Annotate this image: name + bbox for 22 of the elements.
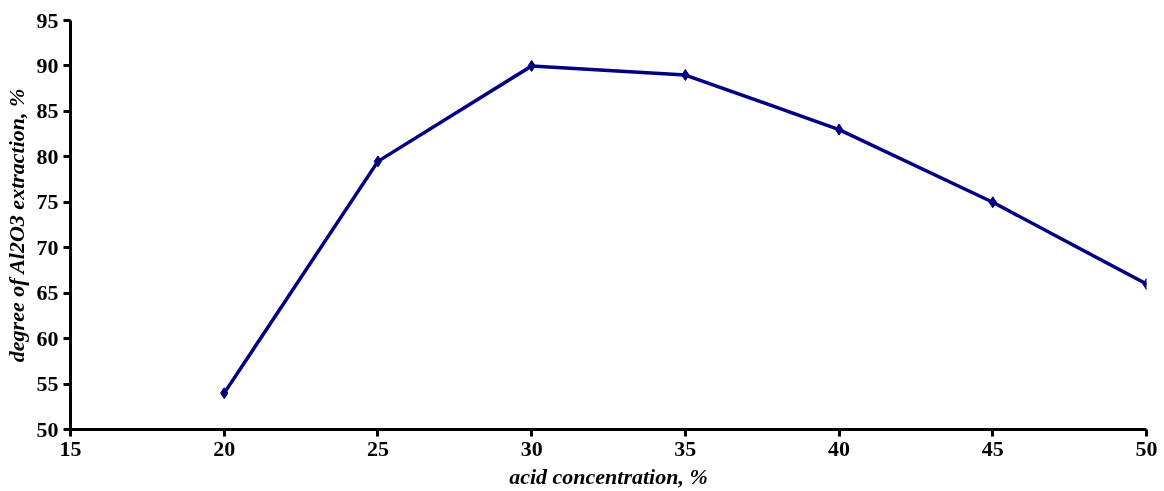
- y-tick-label: 90: [36, 52, 59, 78]
- y-tick-label: 80: [36, 143, 59, 169]
- y-tick-label: 95: [36, 7, 59, 33]
- y-tick-label: 50: [36, 416, 59, 442]
- x-tick-label: 35: [674, 435, 697, 461]
- x-tick-label: 45: [981, 435, 1004, 461]
- x-axis-title: acid concentration, %: [509, 463, 708, 489]
- x-tick-label: 30: [520, 435, 543, 461]
- x-tick-label: 15: [59, 435, 82, 461]
- y-tick-label: 85: [36, 98, 59, 124]
- y-tick-label: 55: [36, 371, 59, 397]
- point: [834, 123, 844, 136]
- y-tick-label: 60: [36, 325, 59, 351]
- y-axis-title: degree of Al2O3 extraction, %: [3, 88, 29, 363]
- x-tick-label: 25: [366, 435, 389, 461]
- x-tick-label: 40: [828, 435, 851, 461]
- x-tick-label: 50: [1135, 435, 1158, 461]
- point: [373, 155, 383, 168]
- y-tick-label: 65: [36, 280, 59, 306]
- y-tick-label: 70: [36, 234, 59, 260]
- x-tick-label: 20: [213, 435, 236, 461]
- y-tick-label: 75: [36, 189, 59, 215]
